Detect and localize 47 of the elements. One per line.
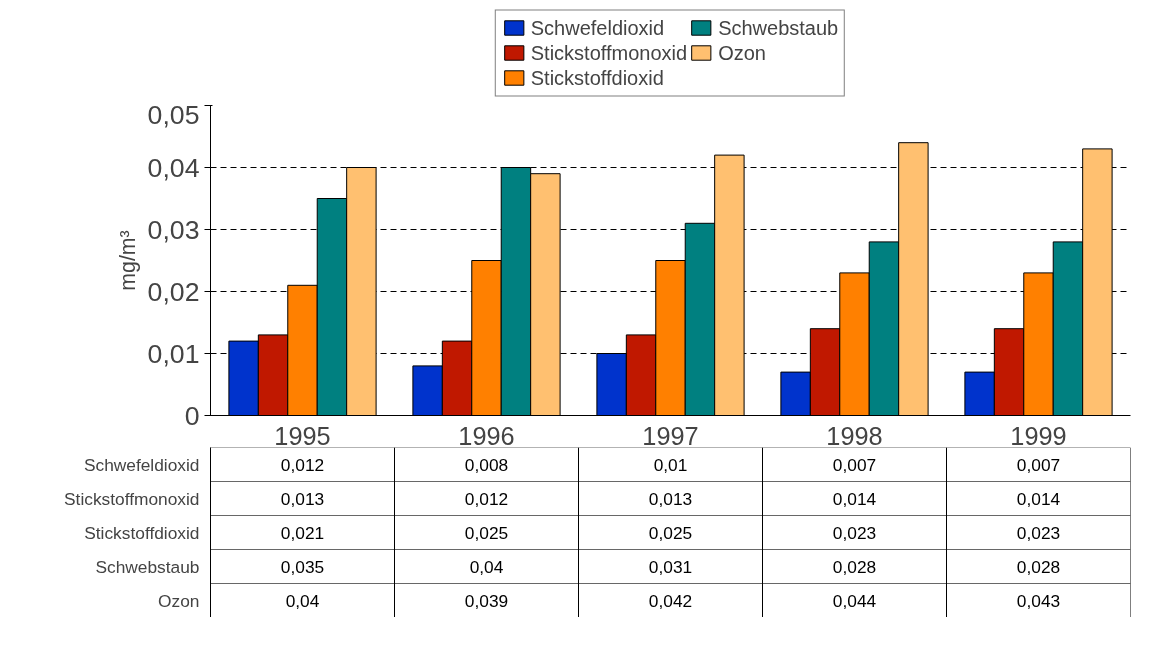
y-tick-label: 0,05 (147, 99, 200, 130)
data-label: 0,025 (464, 522, 509, 543)
data-label: 0,014 (832, 488, 877, 509)
x-tick-label: 1995 (274, 421, 331, 450)
data-label: 0,023 (1016, 522, 1061, 543)
data-label: 0,035 (280, 556, 325, 577)
data-label: 0,04 (285, 590, 320, 611)
data-label: 0,013 (280, 488, 325, 509)
data-label: 0,01 (653, 454, 688, 475)
x-tick-label: 1998 (826, 421, 883, 450)
data-label: 0,007 (1016, 454, 1061, 475)
y-tick-label: 0 (184, 400, 200, 431)
data-label: 0,014 (1016, 488, 1061, 509)
data-label: 0,044 (832, 590, 877, 611)
y-tick-label: 0,02 (147, 276, 200, 307)
data-label: 0,025 (648, 522, 693, 543)
text: Ozon (158, 590, 200, 611)
legend-label: Schwebstaub (718, 16, 839, 39)
data-label: 0,028 (832, 556, 877, 577)
x-tick-label: 1997 (642, 421, 699, 450)
data-label: 0,007 (832, 454, 877, 475)
x-tick-label: 1999 (1010, 421, 1067, 450)
legend-label: Stickstoffmonoxid (530, 41, 688, 64)
y-tick-label: 0,04 (147, 152, 200, 183)
data-label: 0,012 (464, 488, 509, 509)
data-label: 0,043 (1016, 590, 1061, 611)
data-label: 0,042 (648, 590, 693, 611)
legend-label: Ozon (718, 41, 766, 64)
data-label: 0,031 (648, 556, 693, 577)
y-tick-label: 0,01 (147, 338, 200, 369)
data-label: 0,028 (1016, 556, 1061, 577)
data-label: 0,008 (464, 454, 509, 475)
legend-label: Schwefeldioxid (530, 16, 665, 39)
data-label: 0,04 (469, 556, 504, 577)
text: Schwebstaub (95, 556, 200, 577)
data-label: 0,021 (280, 522, 325, 543)
text: Stickstoffdioxid (84, 522, 200, 543)
text: Stickstoffmonoxid (64, 488, 200, 509)
data-label: 0,012 (280, 454, 325, 475)
y-axis-title: mg/m³ (115, 230, 140, 291)
y-tick-label: 0,03 (147, 214, 200, 245)
x-tick-label: 1996 (458, 421, 515, 450)
data-label: 0,013 (648, 488, 693, 509)
data-label: 0,039 (464, 590, 509, 611)
data-label: 0,023 (832, 522, 877, 543)
legend-label: Stickstoffdioxid (530, 66, 664, 89)
text: Schwefeldioxid (83, 454, 200, 475)
